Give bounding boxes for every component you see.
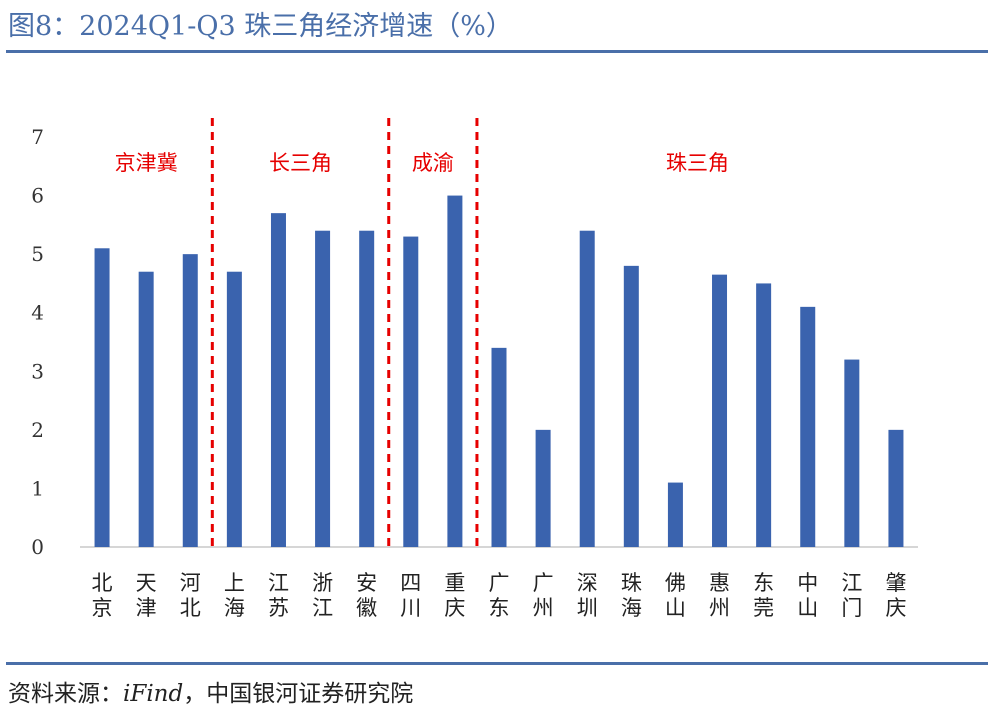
bar: [270, 213, 286, 547]
bar: [403, 236, 419, 548]
x-tick-label: 京: [92, 596, 113, 620]
y-tick-label: 1: [31, 476, 44, 500]
x-tick-label: 江: [312, 596, 333, 620]
title-rule: [6, 50, 988, 53]
region-label: 成渝: [412, 151, 454, 175]
x-tick-label: 东: [753, 571, 774, 595]
x-tick-label: 津: [136, 596, 157, 620]
x-tick-label: 东: [489, 596, 510, 620]
y-tick-label: 7: [31, 125, 44, 149]
x-tick-label: 肇: [885, 571, 906, 595]
x-tick-label: 浙: [312, 571, 333, 595]
x-tick-label: 海: [224, 596, 245, 620]
y-tick-label: 2: [31, 418, 44, 442]
x-tick-label: 徽: [356, 596, 377, 620]
source-rule: [6, 662, 988, 665]
x-tick-label: 州: [709, 596, 730, 620]
x-tick-label: 重: [444, 571, 465, 595]
x-tick-label: 江: [268, 571, 289, 595]
x-tick-label: 中: [797, 571, 818, 595]
bar: [182, 254, 198, 547]
bar: [94, 248, 110, 548]
x-tick-label: 海: [621, 596, 642, 620]
source-italic: iFind: [123, 681, 184, 707]
x-tick-label: 广: [533, 571, 554, 595]
bar: [888, 429, 904, 547]
x-tick-label: 珠: [621, 571, 642, 595]
region-label: 长三角: [269, 151, 332, 175]
x-tick-label: 天: [136, 571, 157, 595]
y-tick-label: 6: [31, 184, 44, 208]
figure-title: 图8：2024Q1-Q3 珠三角经济增速（%）: [8, 11, 513, 42]
bar: [447, 195, 463, 548]
x-tick-label: 惠: [709, 571, 730, 595]
x-tick-label: 苏: [268, 596, 289, 620]
bar: [315, 230, 331, 547]
x-tick-label: 上: [224, 571, 245, 595]
x-tick-label: 北: [92, 571, 113, 595]
y-tick-label: 4: [31, 301, 44, 325]
bar: [712, 274, 728, 547]
bar: [844, 359, 860, 547]
region-label: 京津冀: [115, 151, 178, 175]
region-label: 珠三角: [666, 151, 729, 175]
bar: [226, 271, 242, 547]
bar: [535, 429, 551, 547]
x-tick-label: 四: [400, 571, 421, 595]
x-tick-label: 佛: [665, 571, 686, 595]
source-label: 资料来源：: [8, 681, 123, 707]
source-note: 资料来源：iFind，中国银河证券研究院: [8, 674, 413, 708]
y-tick-label: 5: [31, 242, 44, 266]
bar: [623, 265, 639, 547]
x-tick-label: 门: [841, 596, 862, 620]
bar: [491, 347, 507, 547]
bar-chart: 01234567北京天津河北上海江苏浙江安徽四川重庆广东广州深圳珠海佛山惠州东莞…: [31, 118, 918, 620]
x-tick-label: 山: [665, 596, 686, 620]
bar: [579, 230, 595, 547]
x-tick-label: 广: [489, 571, 510, 595]
x-tick-label: 川: [400, 596, 421, 620]
x-tick-label: 庆: [444, 596, 465, 620]
x-tick-label: 庆: [885, 596, 906, 620]
x-tick-label: 安: [356, 571, 377, 595]
x-tick-label: 北: [180, 596, 201, 620]
x-tick-label: 江: [841, 571, 862, 595]
x-tick-label: 莞: [753, 596, 774, 620]
bar: [800, 306, 816, 547]
x-tick-label: 河: [180, 571, 201, 595]
x-tick-label: 山: [797, 596, 818, 620]
y-tick-label: 0: [31, 535, 44, 559]
bar: [667, 482, 683, 547]
bar: [359, 230, 375, 547]
source-rest: ，中国银河证券研究院: [183, 681, 414, 707]
x-tick-label: 深: [577, 571, 598, 595]
bar: [138, 271, 154, 547]
y-tick-label: 3: [31, 359, 44, 383]
bar: [756, 283, 772, 547]
x-tick-label: 圳: [577, 596, 598, 620]
x-tick-label: 州: [533, 596, 554, 620]
